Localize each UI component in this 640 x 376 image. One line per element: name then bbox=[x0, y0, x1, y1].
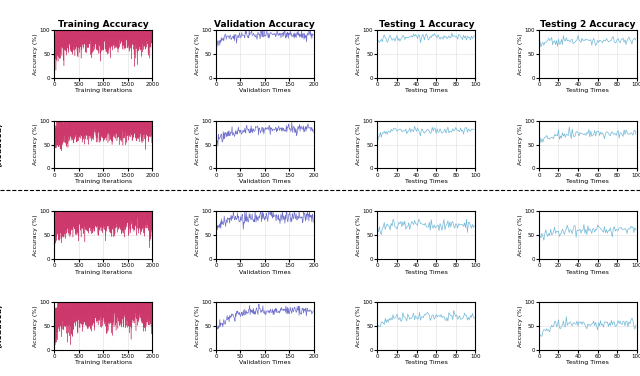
Text: Simulated
(Reduced): Simulated (Reduced) bbox=[0, 122, 3, 167]
X-axis label: Validation Times: Validation Times bbox=[239, 360, 291, 365]
X-axis label: Testing Times: Testing Times bbox=[566, 360, 609, 365]
X-axis label: Testing Times: Testing Times bbox=[566, 270, 609, 274]
Y-axis label: Accuracy (%): Accuracy (%) bbox=[195, 305, 200, 347]
X-axis label: Training Iterations: Training Iterations bbox=[75, 270, 132, 274]
Y-axis label: Accuracy (%): Accuracy (%) bbox=[195, 33, 200, 75]
Y-axis label: Accuracy (%): Accuracy (%) bbox=[356, 33, 362, 75]
X-axis label: Testing Times: Testing Times bbox=[566, 179, 609, 184]
Y-axis label: Accuracy (%): Accuracy (%) bbox=[356, 124, 362, 165]
X-axis label: Testing Times: Testing Times bbox=[405, 88, 448, 93]
Y-axis label: Accuracy (%): Accuracy (%) bbox=[356, 305, 362, 347]
X-axis label: Testing Times: Testing Times bbox=[405, 179, 448, 184]
X-axis label: Testing Times: Testing Times bbox=[566, 88, 609, 93]
Y-axis label: Accuracy (%): Accuracy (%) bbox=[195, 214, 200, 256]
X-axis label: Training Iterations: Training Iterations bbox=[75, 179, 132, 184]
Y-axis label: Accuracy (%): Accuracy (%) bbox=[518, 214, 523, 256]
Y-axis label: Accuracy (%): Accuracy (%) bbox=[33, 33, 38, 75]
X-axis label: Validation Times: Validation Times bbox=[239, 179, 291, 184]
Y-axis label: Accuracy (%): Accuracy (%) bbox=[356, 214, 362, 256]
Y-axis label: Accuracy (%): Accuracy (%) bbox=[195, 124, 200, 165]
Title: Testing 2 Accuracy: Testing 2 Accuracy bbox=[540, 20, 636, 29]
X-axis label: Training Iterations: Training Iterations bbox=[75, 360, 132, 365]
X-axis label: Testing Times: Testing Times bbox=[405, 270, 448, 274]
Title: Testing 1 Accuracy: Testing 1 Accuracy bbox=[379, 20, 474, 29]
Y-axis label: Accuracy (%): Accuracy (%) bbox=[33, 124, 38, 165]
Y-axis label: Accuracy (%): Accuracy (%) bbox=[518, 124, 523, 165]
Title: Validation Accuracy: Validation Accuracy bbox=[214, 20, 316, 29]
Y-axis label: Accuracy (%): Accuracy (%) bbox=[518, 305, 523, 347]
X-axis label: Training Iterations: Training Iterations bbox=[75, 88, 132, 93]
X-axis label: Validation Times: Validation Times bbox=[239, 88, 291, 93]
Text: Measured
(Reduced): Measured (Reduced) bbox=[0, 303, 3, 348]
Y-axis label: Accuracy (%): Accuracy (%) bbox=[33, 214, 38, 256]
Title: Training Accuracy: Training Accuracy bbox=[58, 20, 148, 29]
Y-axis label: Accuracy (%): Accuracy (%) bbox=[33, 305, 38, 347]
Y-axis label: Accuracy (%): Accuracy (%) bbox=[518, 33, 523, 75]
X-axis label: Validation Times: Validation Times bbox=[239, 270, 291, 274]
X-axis label: Testing Times: Testing Times bbox=[405, 360, 448, 365]
